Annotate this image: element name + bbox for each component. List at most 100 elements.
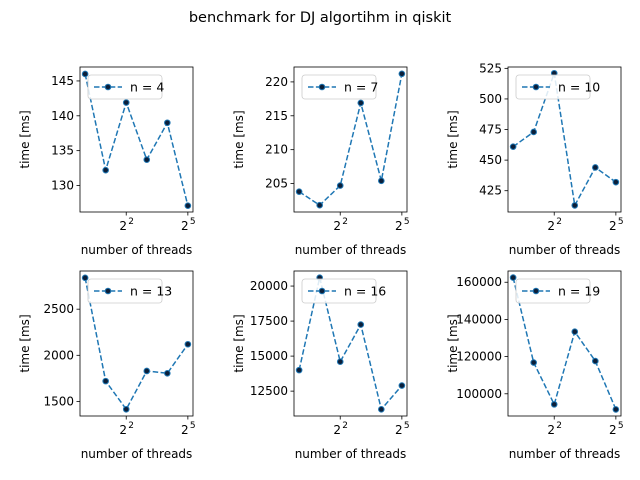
data-point bbox=[530, 128, 537, 136]
axes-frame bbox=[507, 270, 622, 417]
legend: n = 4 bbox=[87, 74, 164, 100]
axes-frame bbox=[293, 270, 408, 417]
data-point bbox=[81, 70, 89, 78]
axes-frame bbox=[79, 66, 194, 213]
legend-marker bbox=[532, 83, 540, 91]
data-point bbox=[509, 143, 517, 150]
x-tick-exponent: 2 bbox=[556, 421, 562, 431]
y-tick-label: 215 bbox=[265, 109, 288, 123]
legend-label: n = 10 bbox=[558, 80, 600, 95]
legend-marker bbox=[318, 287, 326, 295]
y-tick-label: 2000 bbox=[43, 348, 74, 362]
x-tick-label: 2 bbox=[333, 219, 341, 233]
data-point bbox=[509, 274, 517, 281]
data-point bbox=[184, 202, 192, 210]
x-tick-exponent: 5 bbox=[404, 421, 410, 431]
legend-box bbox=[301, 74, 377, 100]
x-tick-label: 2 bbox=[395, 423, 403, 437]
y-tick-label: 475 bbox=[479, 123, 502, 137]
x-tick-exponent: 5 bbox=[618, 217, 624, 227]
x-tick-exponent: 2 bbox=[128, 421, 134, 431]
x-axis-label: number of threads bbox=[509, 447, 621, 461]
data-point bbox=[336, 182, 344, 189]
x-tick-exponent: 2 bbox=[128, 217, 134, 227]
x-axis-label: number of threads bbox=[81, 243, 193, 257]
y-axis-label: time [ms] bbox=[446, 314, 460, 372]
legend: n = 10 bbox=[515, 74, 600, 100]
x-axis-label: number of threads bbox=[509, 243, 621, 257]
series-line bbox=[298, 73, 403, 207]
y-tick-label: 135 bbox=[51, 144, 74, 158]
legend-marker bbox=[532, 287, 540, 295]
data-point bbox=[550, 401, 558, 408]
legend-marker bbox=[104, 83, 112, 91]
y-axis-label: time [ms] bbox=[446, 110, 460, 168]
y-tick-label: 160000 bbox=[456, 275, 502, 289]
y-tick-label: 525 bbox=[479, 61, 502, 75]
y-tick-label: 450 bbox=[479, 153, 502, 167]
data-point bbox=[143, 156, 151, 164]
data-point bbox=[530, 359, 537, 366]
y-tick-label: 120000 bbox=[456, 350, 502, 364]
data-point bbox=[81, 274, 89, 282]
data-point bbox=[122, 405, 130, 413]
legend-marker bbox=[104, 287, 112, 295]
x-tick-label: 2 bbox=[547, 219, 555, 233]
y-axis-label: time [ms] bbox=[232, 314, 246, 372]
x-tick-exponent: 5 bbox=[190, 217, 196, 227]
axes-frame bbox=[293, 66, 408, 213]
data-point bbox=[122, 99, 130, 106]
legend-box bbox=[87, 278, 163, 304]
x-tick-exponent: 2 bbox=[342, 217, 348, 227]
legend-label: n = 16 bbox=[344, 284, 386, 299]
x-axis-label: number of threads bbox=[295, 243, 407, 257]
legend-label: n = 13 bbox=[130, 284, 172, 299]
data-point bbox=[378, 177, 385, 185]
y-tick-label: 425 bbox=[479, 184, 502, 198]
data-point bbox=[357, 321, 365, 328]
legend: n = 13 bbox=[87, 278, 172, 304]
x-tick-label: 2 bbox=[547, 423, 555, 437]
data-point bbox=[378, 406, 385, 413]
y-tick-label: 100000 bbox=[456, 387, 502, 401]
x-tick-exponent: 2 bbox=[556, 217, 562, 227]
y-tick-label: 140000 bbox=[456, 312, 502, 326]
legend: n = 19 bbox=[515, 278, 600, 304]
y-tick-label: 140 bbox=[51, 109, 74, 123]
x-tick-label: 2 bbox=[333, 423, 341, 437]
x-tick-exponent: 5 bbox=[404, 217, 410, 227]
legend-box bbox=[301, 278, 377, 304]
data-point bbox=[612, 406, 620, 413]
data-point bbox=[143, 367, 151, 375]
series-line bbox=[512, 72, 617, 208]
x-tick-label: 2 bbox=[395, 219, 403, 233]
x-tick-label: 2 bbox=[181, 423, 189, 437]
x-axis-label: number of threads bbox=[81, 447, 193, 461]
y-tick-label: 145 bbox=[51, 74, 74, 88]
data-point bbox=[571, 202, 579, 209]
data-point bbox=[357, 99, 365, 107]
data-point bbox=[164, 369, 171, 377]
data-point bbox=[612, 178, 620, 186]
data-point bbox=[316, 201, 323, 209]
series-line bbox=[512, 277, 617, 410]
x-tick-label: 2 bbox=[119, 219, 127, 233]
figure-title: benchmark for DJ algortihm in qiskit bbox=[189, 10, 452, 26]
series-line bbox=[84, 277, 189, 411]
series-line bbox=[298, 277, 403, 411]
data-point bbox=[295, 366, 303, 374]
x-tick-label: 2 bbox=[119, 423, 127, 437]
data-point bbox=[164, 119, 171, 127]
legend-marker bbox=[318, 83, 326, 91]
legend-box bbox=[515, 278, 591, 304]
y-tick-label: 220 bbox=[265, 75, 288, 89]
data-point bbox=[295, 188, 303, 195]
data-point bbox=[184, 340, 192, 348]
